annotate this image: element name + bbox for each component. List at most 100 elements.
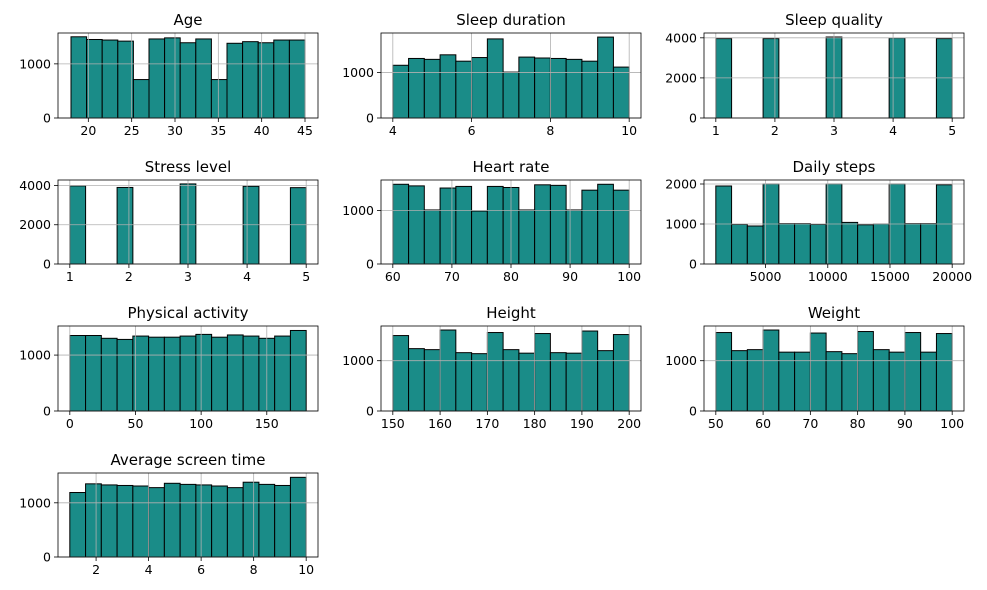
histogram-bar xyxy=(116,186,134,265)
histogram-bar xyxy=(455,352,473,412)
panel-age: Age 20 25 30 35 40 45 0 1000 xyxy=(19,11,319,138)
x-tick-label: 4 xyxy=(889,123,897,138)
histogram-bar xyxy=(70,36,88,119)
histogram-bar xyxy=(408,57,425,119)
x-tick-label: 8 xyxy=(250,562,258,577)
x-tick-label: 1 xyxy=(712,123,720,138)
x-tick-label: 50 xyxy=(128,416,144,431)
histogram-bar xyxy=(164,37,181,119)
histogram-bar xyxy=(242,41,259,119)
histogram-bar xyxy=(762,329,780,412)
x-tick-label: 100 xyxy=(189,416,213,431)
histogram-bar xyxy=(226,334,244,412)
x-tick-label: 180 xyxy=(523,416,547,431)
histogram-bar xyxy=(471,353,488,412)
histogram-bar xyxy=(857,331,874,412)
panel-height: Height 150 160 170 180 190 200 0 1000 xyxy=(342,304,642,431)
histogram-bar xyxy=(117,40,134,119)
histogram-bar xyxy=(581,189,599,265)
x-tick-label: 4 xyxy=(389,123,397,138)
histogram-bar xyxy=(794,223,811,265)
histogram-bar xyxy=(455,185,473,265)
x-tick-label: 100 xyxy=(617,269,641,284)
y-tick-label: 1000 xyxy=(342,65,374,80)
panel-title: Weight xyxy=(808,304,860,322)
histogram-bar xyxy=(288,39,306,119)
histogram-bar xyxy=(502,71,520,119)
y-tick-label: 1000 xyxy=(665,217,697,232)
histogram-bar xyxy=(518,209,536,265)
x-tick-label: 0 xyxy=(66,416,74,431)
x-tick-label: 35 xyxy=(210,123,226,138)
panel-average-screen-time: Average screen time 2 4 6 8 10 0 1000 xyxy=(19,451,319,577)
histogram-bar xyxy=(731,223,748,265)
histogram-bar xyxy=(423,209,441,265)
histogram-bar xyxy=(439,329,457,412)
histogram-bar xyxy=(242,335,260,412)
panel-stress-level: Stress level 1 2 3 4 5 0 2000 4000 xyxy=(19,158,319,284)
histogram-bar xyxy=(439,54,457,119)
histogram-bar xyxy=(116,484,134,558)
histogram-bar xyxy=(85,483,102,558)
histogram-bar xyxy=(289,476,307,558)
y-tick-label: 0 xyxy=(366,404,374,419)
histogram-bar xyxy=(101,39,119,119)
histogram-bar xyxy=(746,225,764,265)
y-tick-label: 1000 xyxy=(19,348,51,363)
histogram-bar xyxy=(163,336,181,412)
y-tick-label: 0 xyxy=(43,111,51,126)
histogram-bar xyxy=(226,42,244,119)
x-tick-label: 2 xyxy=(125,269,133,284)
histogram-bar xyxy=(392,335,410,412)
histogram-bar xyxy=(920,223,937,265)
histogram-bar xyxy=(597,183,614,265)
histogram-bar xyxy=(195,38,212,119)
x-tick-label: 30 xyxy=(167,123,183,138)
histogram-bar xyxy=(904,223,922,265)
histogram-bar xyxy=(195,333,213,412)
panel-title: Sleep quality xyxy=(785,11,883,29)
histogram-bar xyxy=(809,332,827,412)
histogram-bar xyxy=(257,42,275,119)
panel-title: Physical activity xyxy=(127,304,248,322)
x-tick-label: 45 xyxy=(297,123,313,138)
histogram-bar xyxy=(857,224,874,265)
panel-title: Average screen time xyxy=(111,451,266,469)
histogram-bar xyxy=(471,57,488,119)
x-tick-label: 190 xyxy=(570,416,594,431)
histogram-bar xyxy=(132,485,150,558)
histogram-bar xyxy=(565,352,583,412)
histogram-bar xyxy=(841,221,859,265)
panel-sleep-quality: Sleep quality 1 2 3 4 5 0 2000 4000 xyxy=(665,11,965,138)
axes-frame xyxy=(57,325,319,412)
histogram-bar xyxy=(242,481,260,558)
histogram-bar xyxy=(148,487,165,558)
histogram-bar xyxy=(116,338,134,412)
histogram-bar xyxy=(746,349,764,412)
histogram-bar xyxy=(612,189,630,265)
x-tick-label: 170 xyxy=(475,416,499,431)
histogram-bar xyxy=(565,209,583,265)
x-tick-label: 150 xyxy=(381,416,405,431)
histogram-bar xyxy=(549,184,567,265)
x-tick-label: 70 xyxy=(444,269,460,284)
x-tick-label: 5 xyxy=(302,269,310,284)
x-tick-label: 10 xyxy=(621,123,637,138)
histogram-bar xyxy=(581,330,599,412)
histogram-bar xyxy=(408,348,425,412)
histogram-bar xyxy=(289,187,307,265)
panel-title: Height xyxy=(486,304,536,322)
y-tick-label: 4000 xyxy=(665,30,697,45)
x-tick-label: 5 xyxy=(948,123,956,138)
y-tick-label: 2000 xyxy=(665,177,697,192)
histogram-bar xyxy=(534,57,551,119)
histogram-bar xyxy=(935,333,953,412)
histogram-bar xyxy=(762,38,780,119)
histogram-bar xyxy=(935,38,953,119)
x-tick-label: 80 xyxy=(503,269,519,284)
y-tick-label: 0 xyxy=(43,404,51,419)
histogram-bar xyxy=(612,334,630,412)
y-tick-label: 1000 xyxy=(19,56,51,71)
